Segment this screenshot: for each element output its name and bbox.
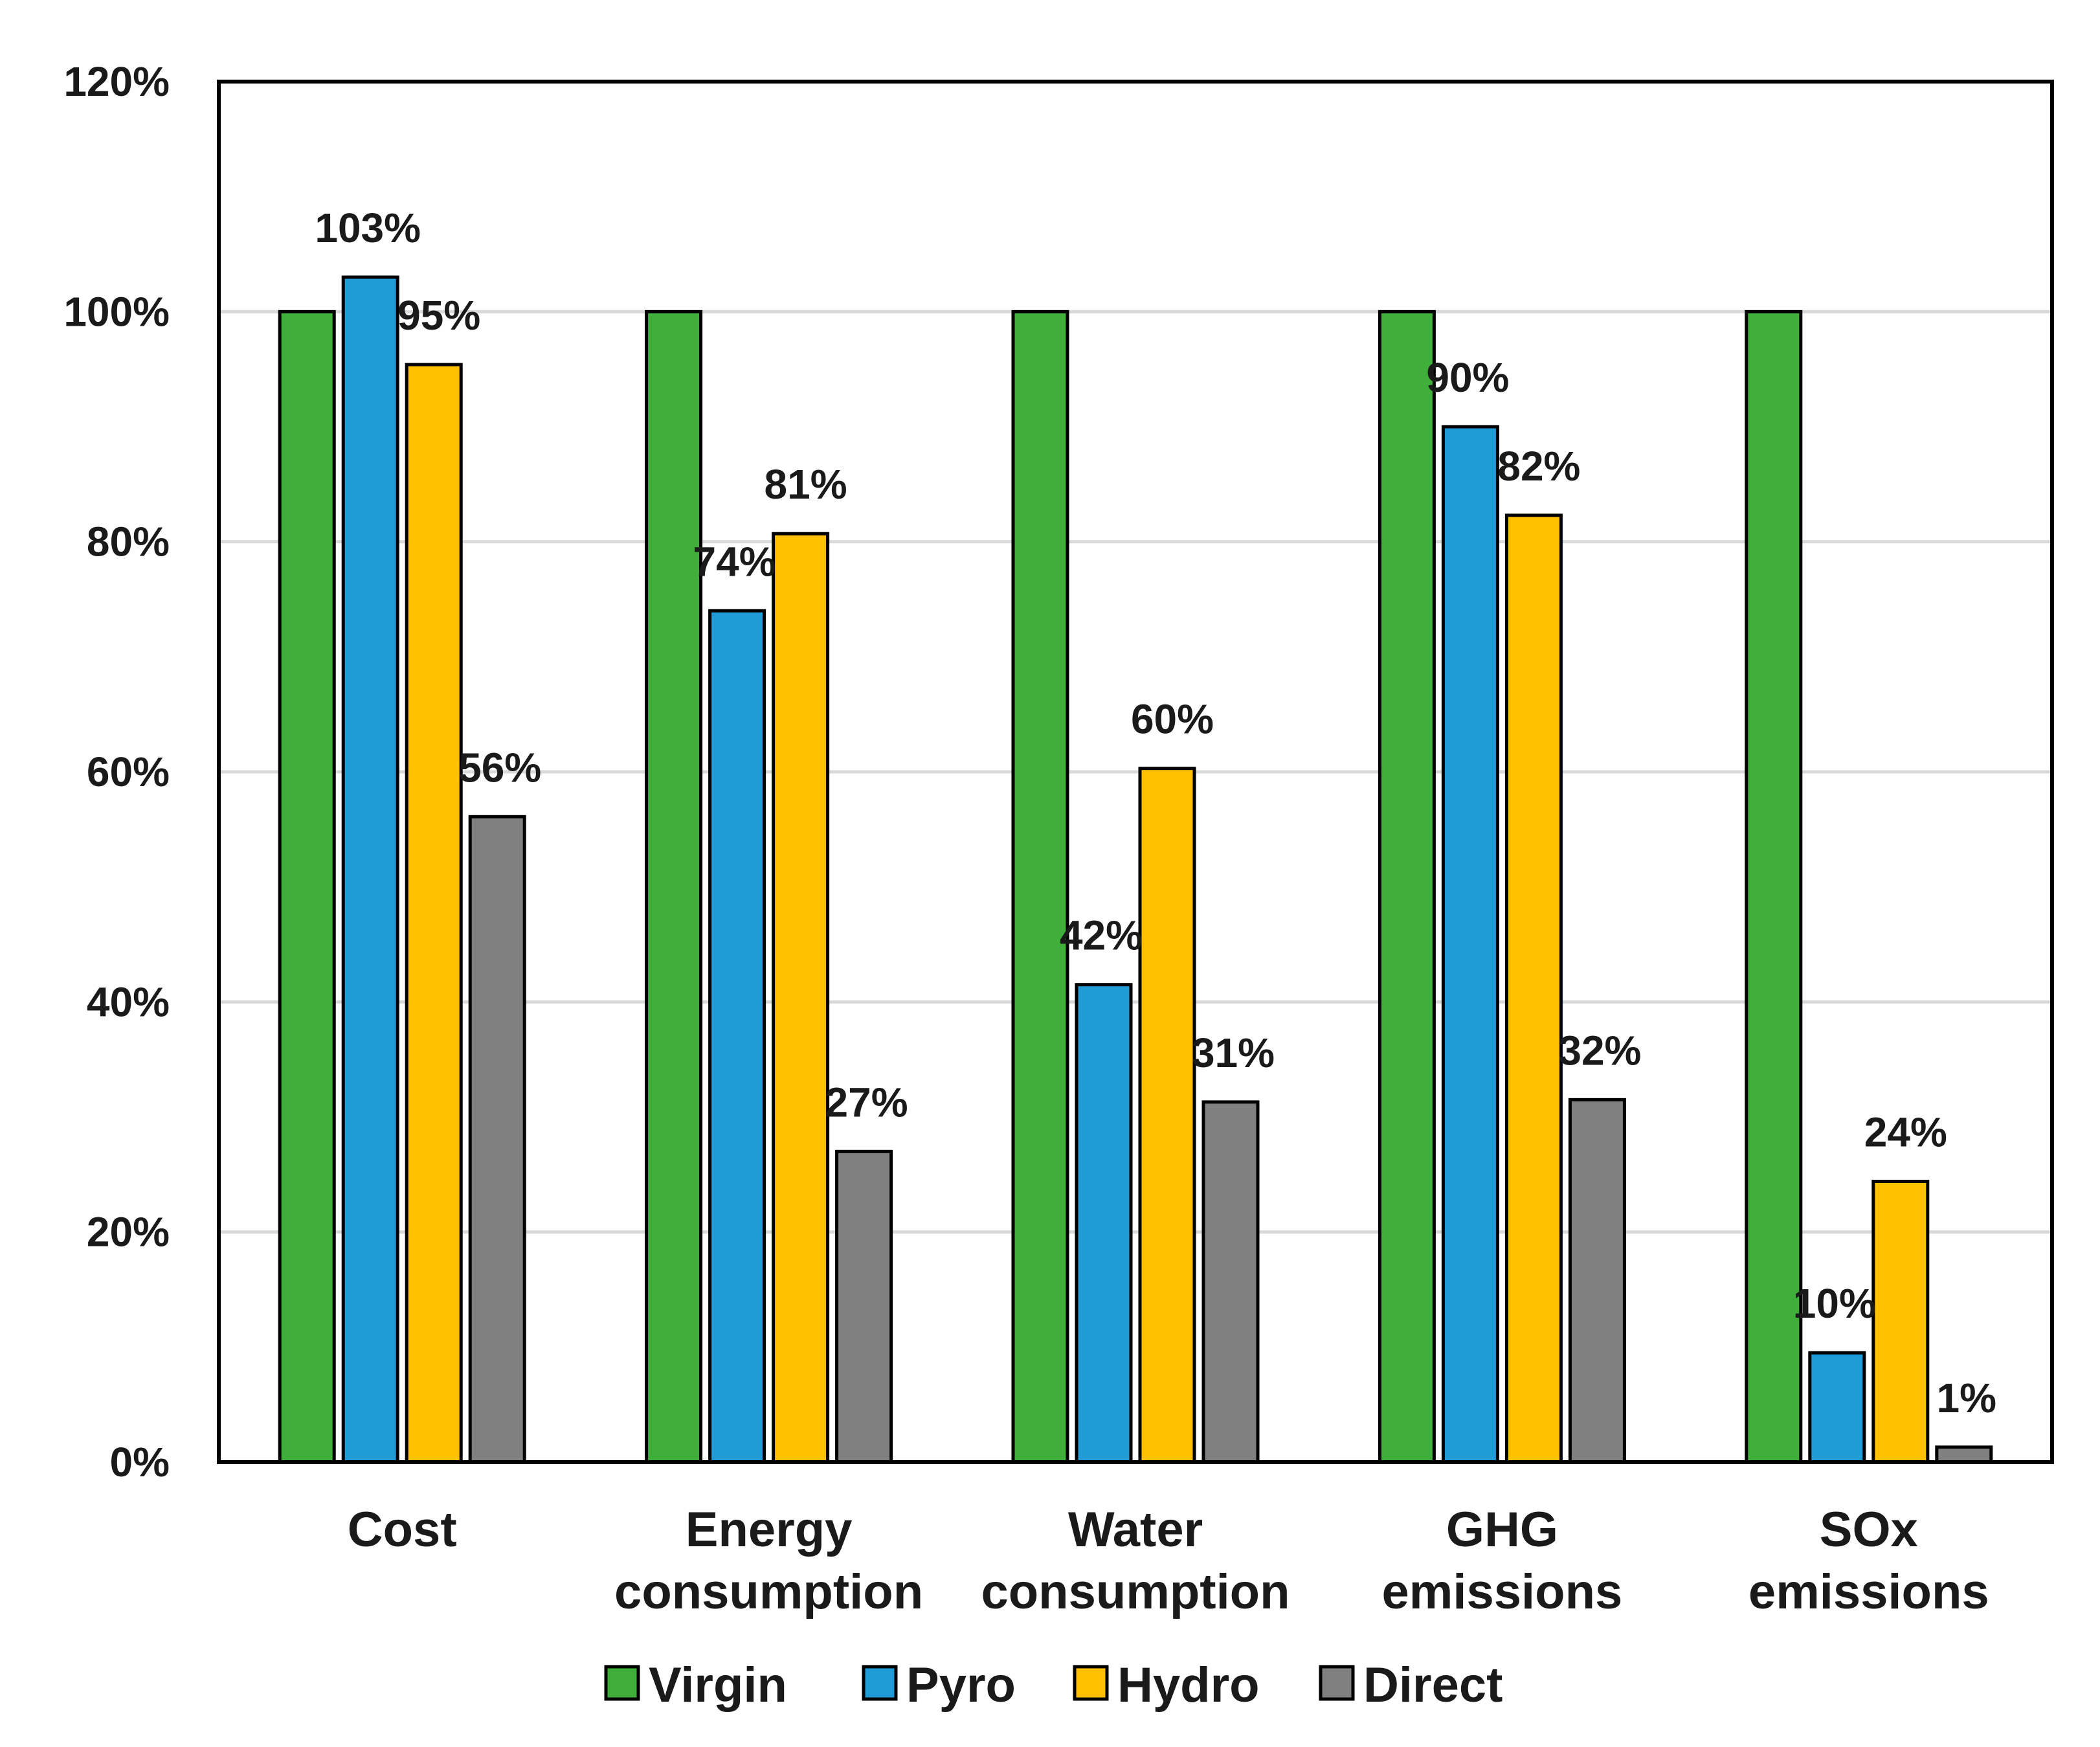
- data-label: 95%: [397, 292, 480, 339]
- bar-virgin: [645, 310, 703, 1464]
- data-label: 31%: [1192, 1030, 1275, 1076]
- bars: [278, 275, 1993, 1464]
- x-axis-categories: Cost Energy consumption Water consumption GHG…: [348, 1502, 1989, 1619]
- data-label: 60%: [1131, 696, 1214, 743]
- bar-pyro: [708, 609, 766, 1464]
- bar-direct: [1568, 1098, 1626, 1464]
- legend-label-direct: Direct: [1363, 1658, 1502, 1713]
- bar-direct: [1201, 1100, 1260, 1464]
- data-label: 42%: [1060, 912, 1143, 959]
- y-tick-label: 120%: [63, 58, 170, 105]
- data-label: 74%: [693, 538, 776, 585]
- bar-hydro: [1871, 1179, 1930, 1464]
- data-label: 32%: [1558, 1027, 1641, 1074]
- legend-label-pyro: Pyro: [906, 1658, 1016, 1713]
- data-label: 90%: [1426, 354, 1509, 401]
- legend-swatch-hydro: [1073, 1665, 1109, 1701]
- bar-pyro: [1075, 983, 1133, 1464]
- x-category-label: SOx: [1820, 1502, 1918, 1557]
- legend: Virgin Pyro Hydro Direct: [604, 1658, 1502, 1713]
- plot-border: [217, 80, 2054, 1464]
- bar-hydro: [1504, 513, 1563, 1464]
- x-category-label: GHG: [1446, 1502, 1558, 1557]
- legend-label-hydro: Hydro: [1117, 1658, 1260, 1713]
- bar-direct: [835, 1149, 893, 1464]
- bar-hydro: [405, 363, 463, 1464]
- y-tick-label: 40%: [87, 978, 170, 1025]
- data-label: 27%: [825, 1079, 908, 1125]
- x-category-label: emissions: [1382, 1564, 1623, 1619]
- bar-pyro: [1808, 1351, 1866, 1464]
- plot-frame: [217, 80, 2054, 1464]
- bar-hydro: [1138, 767, 1196, 1464]
- data-label: 1%: [1937, 1375, 1997, 1421]
- bar-direct: [468, 815, 526, 1464]
- bar-virgin: [1745, 310, 1803, 1464]
- bar-virgin: [1378, 310, 1436, 1464]
- data-label: 81%: [765, 461, 847, 508]
- y-tick-label: 0%: [110, 1439, 170, 1485]
- legend-swatch-pyro: [862, 1665, 898, 1701]
- bar-pyro: [1441, 425, 1499, 1464]
- data-label: 56%: [458, 744, 541, 791]
- data-label: 10%: [1793, 1280, 1876, 1327]
- y-tick-label: 80%: [87, 519, 170, 565]
- data-labels: 103% 95% 56% 74% 81% 27% 42% 60% 31% 90% 82% 32% 10%…: [315, 205, 1996, 1421]
- bar-virgin: [1011, 310, 1069, 1464]
- bar-direct: [1935, 1445, 1993, 1464]
- legend-swatch-virgin: [604, 1665, 640, 1701]
- y-axis-ticks: 0% 20% 40% 60% 80% 100% 120%: [63, 58, 170, 1485]
- y-tick-label: 100%: [63, 288, 170, 335]
- bar-pyro: [341, 275, 399, 1464]
- data-label: 24%: [1864, 1109, 1947, 1155]
- data-label: 103%: [315, 205, 421, 251]
- x-category-label: Water: [1068, 1502, 1203, 1557]
- y-tick-label: 60%: [87, 749, 170, 795]
- bar-hydro: [772, 532, 830, 1464]
- x-category-label: Energy: [686, 1502, 853, 1557]
- x-category-label: consumption: [614, 1564, 923, 1619]
- x-category-label: Cost: [348, 1502, 457, 1557]
- y-tick-label: 20%: [87, 1209, 170, 1256]
- data-label: 82%: [1497, 443, 1580, 490]
- x-category-label: emissions: [1748, 1564, 1989, 1619]
- legend-swatch-direct: [1319, 1665, 1355, 1701]
- bar-virgin: [278, 310, 336, 1464]
- x-category-label: consumption: [981, 1564, 1290, 1619]
- legend-label-virgin: Virgin: [649, 1658, 787, 1713]
